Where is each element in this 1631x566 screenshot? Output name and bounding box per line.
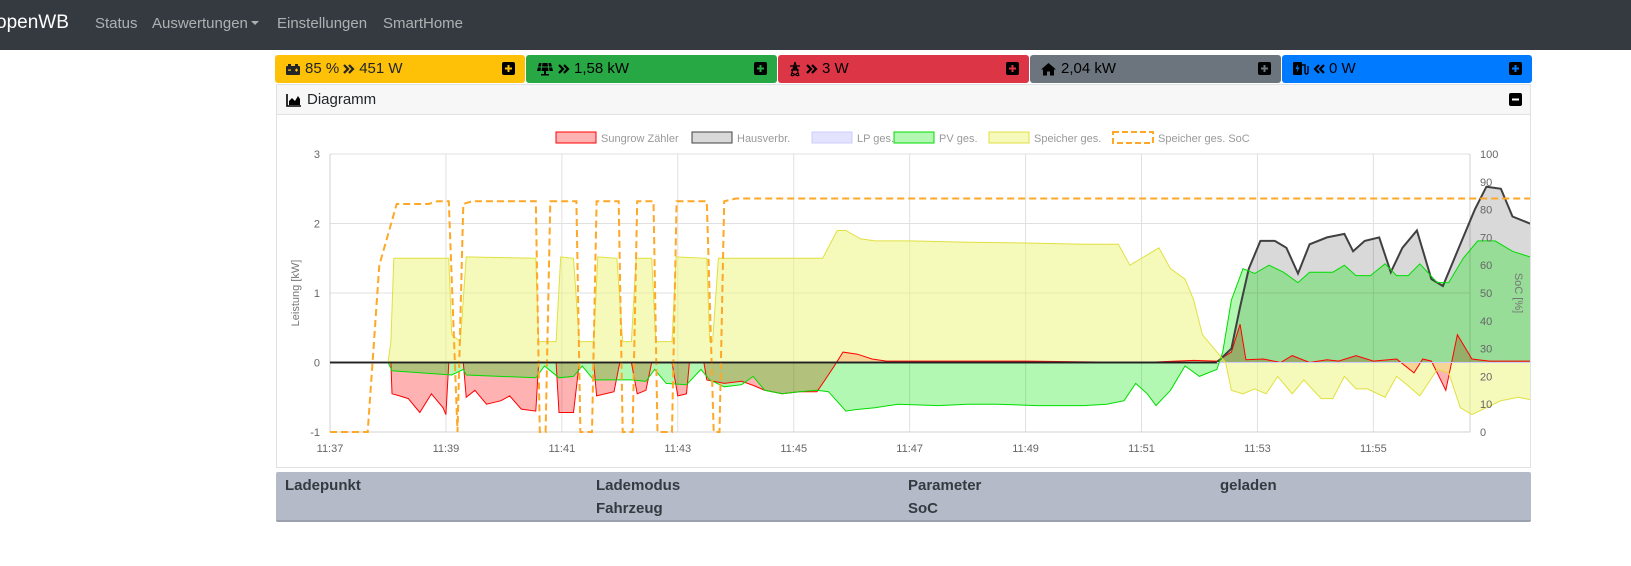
y-tick-label: 3 xyxy=(314,149,320,161)
legend-label-lp-ges: LP ges. xyxy=(857,133,894,145)
series-area-hausverbr xyxy=(330,186,1530,363)
legend-label-hausverbr: Hausverbr. xyxy=(737,133,790,145)
y2-tick-label: 30 xyxy=(1480,344,1492,356)
charging-tile[interactable]: 0 W xyxy=(1282,55,1532,83)
power-pylon-icon xyxy=(790,61,800,77)
car-battery-icon xyxy=(286,63,300,75)
brand-logo[interactable]: openWB xyxy=(0,12,69,33)
x-tick-label: 11:39 xyxy=(433,443,460,455)
nav-auswertungen-label: Auswertungen xyxy=(152,15,248,32)
grid-power: 3 W xyxy=(822,60,849,77)
solar-panel-icon xyxy=(537,62,553,75)
house-power: 2,04 kW xyxy=(1061,60,1117,77)
double-left-icon xyxy=(1313,63,1325,74)
y2-tick-label: 0 xyxy=(1480,427,1486,439)
x-tick-label: 11:43 xyxy=(664,443,691,455)
y2-tick-label: 50 xyxy=(1480,288,1492,300)
y-tick-label: 0 xyxy=(314,358,320,370)
diagram-title: Diagramm xyxy=(286,91,376,108)
x-tick-label: 11:49 xyxy=(1012,443,1039,455)
battery-expand-icon[interactable] xyxy=(502,62,515,75)
diagram-collapse-icon[interactable] xyxy=(1509,93,1522,106)
x-tick-label: 11:51 xyxy=(1128,443,1155,455)
x-tick-label: 11:53 xyxy=(1244,443,1271,455)
series-area-sungrow-zahler xyxy=(330,324,1530,415)
pv-tile[interactable]: 1,58 kW xyxy=(526,55,777,83)
y-tick-label: 2 xyxy=(314,219,320,231)
y2-tick-label: 10 xyxy=(1480,399,1492,411)
y-tick-label: 1 xyxy=(314,288,320,300)
col-soc: SoC xyxy=(908,500,938,517)
col-ladepunkt: Ladepunkt xyxy=(285,477,361,494)
y-axis-title: Leistung [kW] xyxy=(290,260,302,327)
x-tick-label: 11:47 xyxy=(896,443,923,455)
home-icon xyxy=(1041,62,1056,75)
legend-label-pv-ges: PV ges. xyxy=(939,133,978,145)
diagram-title-label: Diagramm xyxy=(307,91,377,108)
nav-smarthome[interactable]: SmartHome xyxy=(383,15,464,32)
legend-swatch-speicher-ges-soc xyxy=(1112,131,1154,144)
y2-tick-label: 20 xyxy=(1480,371,1492,383)
house-expand-icon[interactable] xyxy=(1258,62,1271,75)
navbar: openWB Status Auswertungen Einstellungen… xyxy=(0,0,1631,50)
nav-einstellungen[interactable]: Einstellungen xyxy=(277,15,368,32)
battery-power: 451 W xyxy=(359,60,403,77)
double-right-icon xyxy=(558,63,570,74)
charging-station-icon xyxy=(1293,62,1309,75)
nav-status[interactable]: Status xyxy=(95,15,138,32)
x-tick-label: 11:55 xyxy=(1360,443,1387,455)
legend-swatch-speicher-ges xyxy=(988,131,1030,144)
series-line-hausverbr xyxy=(330,185,1530,364)
battery-tile[interactable]: 85 % 451 W xyxy=(275,55,525,83)
legend-swatch-sungrow-zahler xyxy=(555,131,597,144)
chargepoint-table-header: Ladepunkt Lademodus Fahrzeug Parameter S… xyxy=(276,472,1531,522)
col-lademodus: Lademodus xyxy=(596,477,681,494)
series-area-pv-ges xyxy=(330,240,1530,412)
legend-swatch-pv-ges xyxy=(893,131,935,144)
col-parameter: Parameter xyxy=(908,477,982,494)
legend-label-speicher-ges-soc: Speicher ges. SoC xyxy=(1158,133,1250,145)
charging-power: 0 W xyxy=(1329,60,1356,77)
diagram-card: Diagramm -1 0 1 2 3 0 10 20 30 40 50 60 70 80 90 100 11:… xyxy=(276,84,1531,468)
col-fahrzeug: Fahrzeug xyxy=(596,500,663,517)
nav-auswertungen-dropdown[interactable]: Auswertungen xyxy=(152,15,259,32)
legend-swatch-lp-ges xyxy=(811,131,853,144)
y-tick-label: -1 xyxy=(310,427,320,439)
x-tick-label: 11:41 xyxy=(549,443,576,455)
battery-soc: 85 % xyxy=(305,60,340,77)
series-line-speicher-ges-soc xyxy=(330,197,1530,433)
col-geladen: geladen xyxy=(1220,477,1277,494)
y2-tick-label: 40 xyxy=(1480,316,1492,328)
legend-swatch-hausverbr xyxy=(691,131,733,144)
pv-power: 1,58 kW xyxy=(574,60,630,77)
caret-down-icon xyxy=(250,20,259,25)
y2-tick-label: 100 xyxy=(1480,149,1498,161)
y2-tick-label: 80 xyxy=(1480,205,1492,217)
area-chart-icon xyxy=(286,93,301,107)
x-tick-label: 11:37 xyxy=(317,443,344,455)
diagram-card-header[interactable]: Diagramm xyxy=(277,85,1530,115)
charging-expand-icon[interactable] xyxy=(1509,62,1522,75)
y2-tick-label: 70 xyxy=(1480,232,1492,244)
y2-tick-label: 90 xyxy=(1480,177,1492,189)
x-tick-label: 11:45 xyxy=(780,443,807,455)
y2-tick-label: 60 xyxy=(1480,260,1492,272)
house-tile[interactable]: 2,04 kW xyxy=(1030,55,1281,83)
legend-label-sungrow-zahler: Sungrow Zähler xyxy=(601,133,679,145)
legend-label-speicher-ges: Speicher ges. xyxy=(1034,133,1101,145)
series-area-speicher-ges xyxy=(330,230,1530,415)
grid-tile[interactable]: 3 W xyxy=(778,55,1029,83)
series-line-speicher-ges xyxy=(330,230,1530,416)
pv-expand-icon[interactable] xyxy=(754,62,767,75)
series-line-pv-ges xyxy=(330,240,1530,412)
y2-axis-title: SoC [%] xyxy=(1512,273,1524,313)
double-right-icon xyxy=(806,63,818,74)
grid-expand-icon[interactable] xyxy=(1006,62,1019,75)
double-right-icon xyxy=(343,63,355,74)
